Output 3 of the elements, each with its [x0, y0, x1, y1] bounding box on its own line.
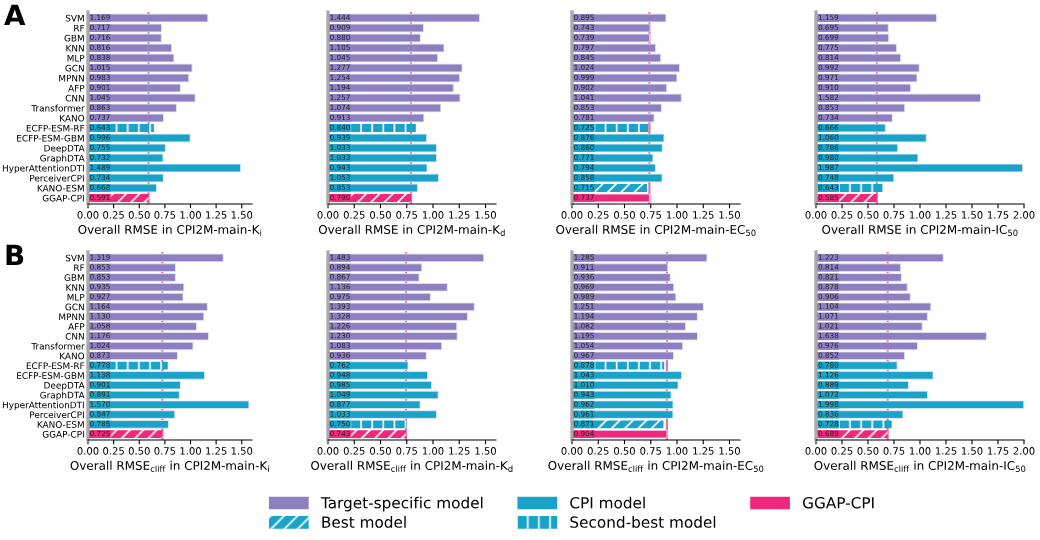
- text: A: [4, 4, 26, 26]
- bar: [572, 193, 650, 203]
- text: B: [6, 244, 24, 266]
